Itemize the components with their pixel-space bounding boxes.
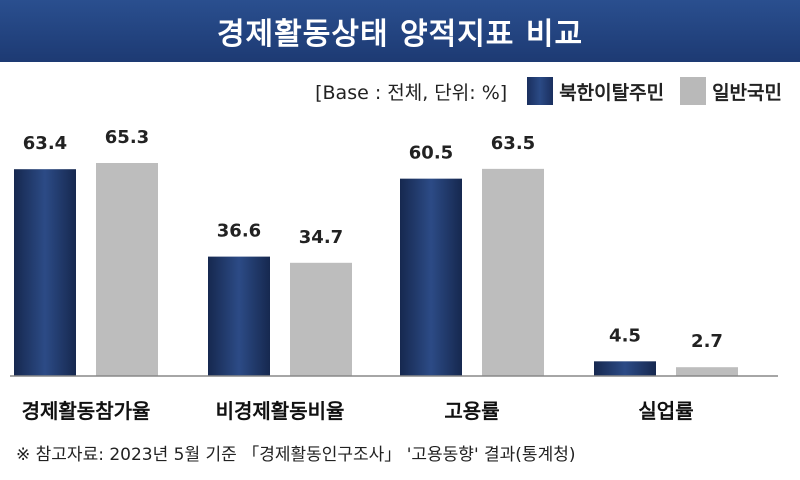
value-label-nk-0: 63.4 <box>23 133 67 154</box>
bar-chart: 63.4 65.3 경제활동참가율 36.6 34.7 비경제활동비율 60.5 63.5 고용… <box>10 127 778 423</box>
category-label-2: 고용률 <box>444 399 499 423</box>
bar-general-1 <box>290 262 352 376</box>
category-label-3: 실업률 <box>638 399 693 423</box>
legend-swatch-general <box>680 77 707 105</box>
bar-nk-2 <box>400 178 462 376</box>
bar-general-0 <box>96 163 158 376</box>
bar-general-2 <box>482 168 544 376</box>
base-unit-note: [Base : 전체, 단위: %] <box>315 81 508 104</box>
legend-label-nk: 북한이탈주민 <box>559 81 665 104</box>
value-label-nk-2: 60.5 <box>409 143 453 164</box>
legend-swatch-nk <box>527 77 554 105</box>
category-label-1: 비경제활동비율 <box>216 399 345 423</box>
chart-title: 경제활동상태 양적지표 비교 <box>216 17 584 52</box>
legend: [Base : 전체, 단위: %] 북한이탈주민 일반국민 <box>315 74 782 108</box>
category-label-0: 경제활동참가율 <box>22 399 151 423</box>
chart-title-bar: 경제활동상태 양적지표 비교 <box>0 0 800 62</box>
value-label-general-3: 2.7 <box>691 331 723 352</box>
value-label-nk-3: 4.5 <box>609 325 641 346</box>
legend-label-general: 일반국민 <box>712 81 782 104</box>
bar-general-3 <box>676 367 738 376</box>
value-label-general-0: 65.3 <box>105 127 149 148</box>
bar-nk-3 <box>594 361 656 376</box>
value-label-general-2: 63.5 <box>491 133 535 154</box>
bar-nk-1 <box>208 256 270 376</box>
value-label-general-1: 34.7 <box>299 227 343 248</box>
footnote: ※ 참고자료: 2023년 5월 기준 「경제활동인구조사」 '고용동향' 결과… <box>16 445 576 465</box>
bar-nk-0 <box>14 169 76 376</box>
value-label-nk-1: 36.6 <box>217 221 261 242</box>
